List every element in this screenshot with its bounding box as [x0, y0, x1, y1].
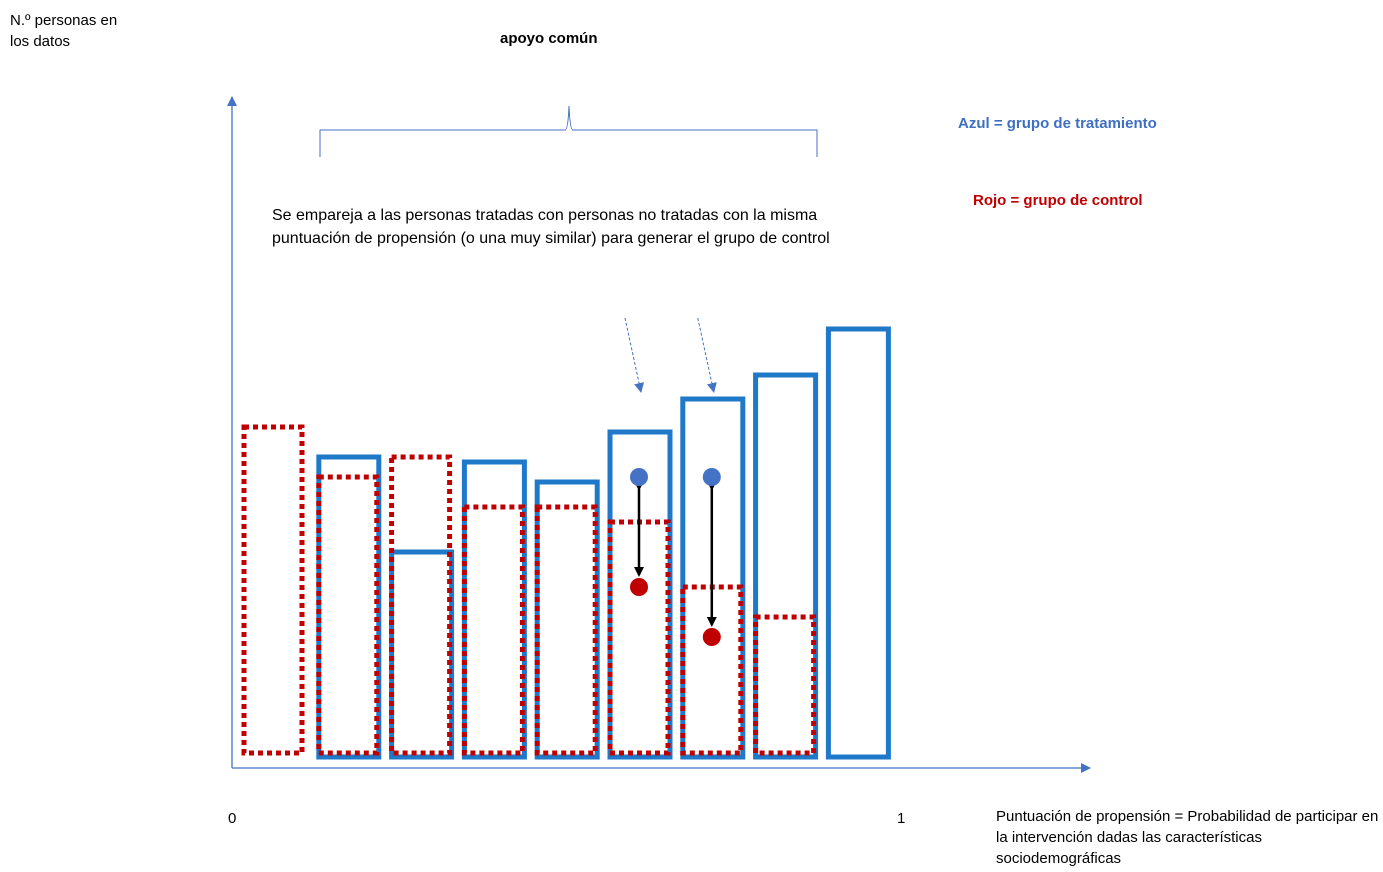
- treatment-bar-8: [825, 326, 891, 760]
- x-axis-min-label: 0: [228, 810, 237, 827]
- treatment-bar-7: [753, 372, 819, 760]
- bars-group: [241, 326, 891, 760]
- treatment-bar-2: [389, 549, 455, 760]
- control-dot-0: [630, 578, 648, 596]
- pointer-arrow-1: [697, 317, 717, 393]
- control-bar-2: [389, 454, 453, 756]
- matching-note: Se empareja a las personas tratadas con …: [272, 207, 830, 247]
- y-axis-label: N.º personas en los datos: [10, 12, 118, 50]
- legend-treatment: Azul = grupo de tratamiento: [958, 115, 1157, 132]
- matching-marks: [624, 317, 721, 646]
- pointer-arrow-0: [624, 317, 644, 393]
- control-bar-1: [316, 474, 380, 756]
- control-bar-3: [461, 504, 525, 756]
- treatment-bar-6: [680, 396, 746, 760]
- control-bar-7: [753, 614, 817, 756]
- control-bar-4: [534, 504, 598, 756]
- common-support-brace: [319, 105, 818, 157]
- common-support-label: apoyo común: [500, 30, 598, 47]
- control-dot-1: [702, 628, 721, 646]
- treatment-bar-1: [316, 454, 382, 760]
- treated-dot-1: [702, 468, 721, 486]
- control-bar-0: [241, 424, 305, 756]
- treated-dot-0: [630, 468, 648, 486]
- treatment-bar-4: [534, 479, 600, 760]
- x-axis-max-label: 1: [897, 810, 906, 827]
- legend-control: Rojo = grupo de control: [973, 192, 1143, 209]
- x-axis-label: Puntuación de propensión = Probabilidad …: [996, 808, 1379, 867]
